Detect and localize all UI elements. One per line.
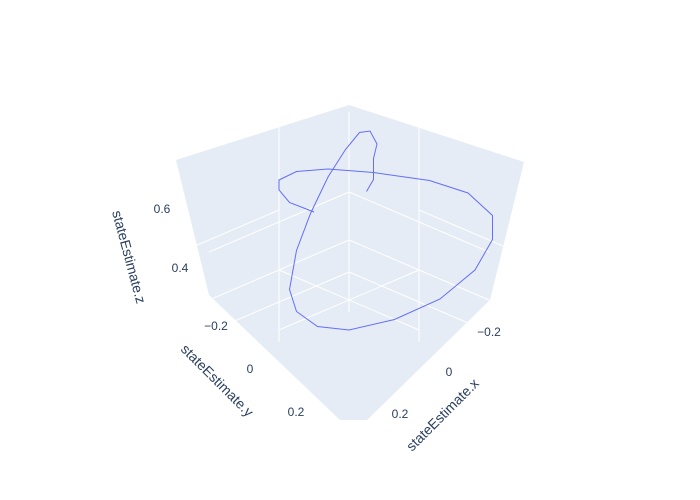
z-tick-label: 0.6 xyxy=(154,202,171,216)
back-pane-right xyxy=(349,105,524,300)
grid-line-floor xyxy=(418,209,560,271)
grid-line-floor xyxy=(138,209,280,271)
scene-panes xyxy=(176,105,524,420)
y-tick-label: 0 xyxy=(247,362,254,376)
z-axis-title: stateEstimate.z xyxy=(109,209,149,306)
z-tick-label: 0.4 xyxy=(172,261,189,275)
tick-labels: 0.4 0.6 −0.2 0 0.2 −0.2 0 0.2 xyxy=(154,202,502,421)
x-tick-label: −0.2 xyxy=(477,325,501,339)
y-tick-label: 0.2 xyxy=(288,405,305,419)
x-axis-title: stateEstimate.x xyxy=(403,375,482,454)
trace-layer xyxy=(278,130,493,331)
y-axis-title: stateEstimate.y xyxy=(178,341,257,420)
x-tick-label: 0.2 xyxy=(392,407,409,421)
x-tick-label: 0 xyxy=(446,365,453,379)
grid-line-floor xyxy=(278,269,420,331)
series-line xyxy=(278,130,493,331)
y-tick-label: −0.2 xyxy=(204,319,228,333)
